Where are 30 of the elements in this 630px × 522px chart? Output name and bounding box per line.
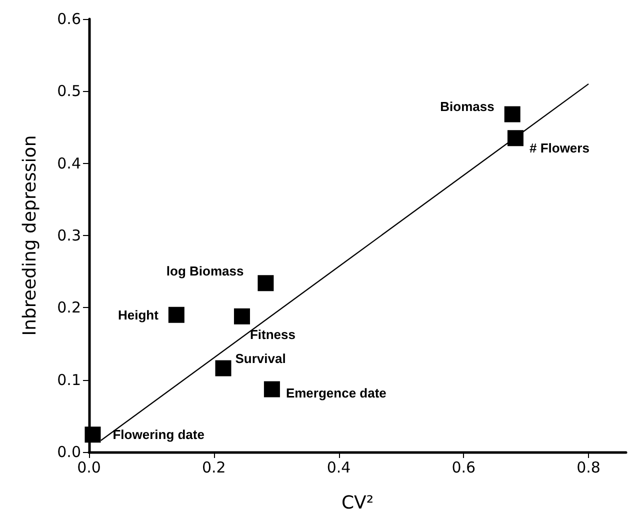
point — [84, 426, 101, 443]
annotation: log Biomass — [166, 264, 244, 279]
x-axis-title: CV² — [341, 492, 374, 514]
annotation: # Flowers — [529, 140, 590, 156]
point — [168, 306, 184, 323]
annotation: Survival — [235, 350, 286, 366]
x-tick-label: 0.6 — [452, 458, 476, 476]
y-tick-label: 0.2 — [57, 298, 81, 317]
y-axis-title: Inbreeding depression — [20, 135, 40, 336]
y-tick-label: 0.3 — [57, 226, 81, 244]
y-tick-label: 0.6 — [57, 10, 81, 28]
point — [234, 308, 250, 324]
point — [507, 130, 524, 146]
point — [504, 106, 520, 122]
y-tick-label: 0.0 — [57, 443, 81, 461]
x-tick-label: 0.2 — [202, 458, 226, 476]
x-tick-label: 0.4 — [326, 458, 351, 476]
x-tick-label: 0.8 — [576, 458, 600, 476]
y-tick-label: 0.5 — [57, 82, 81, 100]
point — [264, 381, 280, 398]
annotation: Biomass — [440, 98, 494, 114]
point — [215, 360, 232, 376]
annotation: Fitness — [250, 326, 296, 342]
y-tick-label: 0.1 — [57, 370, 81, 389]
annotation: Emergence date — [286, 386, 386, 401]
x-tick-label: 0.0 — [77, 458, 101, 476]
annotation: Flowering date — [112, 427, 204, 442]
annotation: Height — [118, 307, 160, 322]
point — [258, 275, 274, 292]
y-tick-label: 0.4 — [57, 154, 81, 172]
